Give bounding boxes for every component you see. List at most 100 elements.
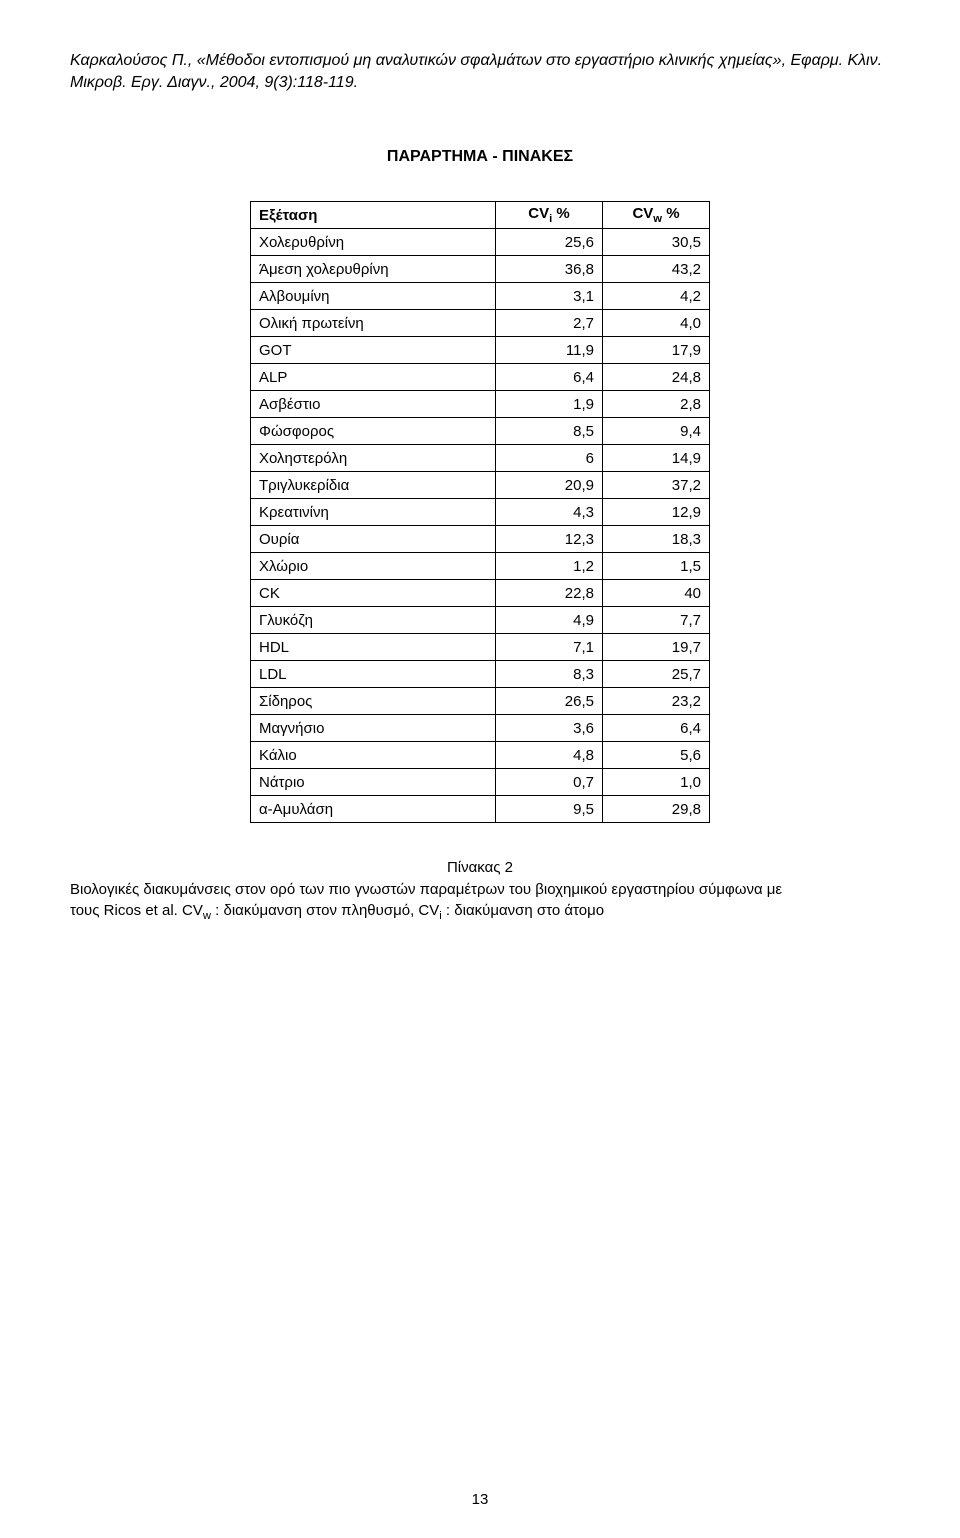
table-row: Αλβουμίνη3,14,2	[251, 283, 710, 310]
cell-cvi: 3,1	[496, 283, 603, 310]
cell-cvw: 14,9	[603, 445, 710, 472]
cell-cvi: 26,5	[496, 688, 603, 715]
cell-cvi: 25,6	[496, 229, 603, 256]
cell-cvw: 29,8	[603, 796, 710, 823]
cell-cvi: 1,9	[496, 391, 603, 418]
cell-cvw: 7,7	[603, 607, 710, 634]
table-row: Χοληστερόλη614,9	[251, 445, 710, 472]
cell-cvw: 1,0	[603, 769, 710, 796]
cell-cvi: 0,7	[496, 769, 603, 796]
cell-cvw: 5,6	[603, 742, 710, 769]
table-caption: Πίνακας 2 Βιολογικές διακυμάνσεις στον ο…	[70, 858, 890, 924]
citation-line2: Μικροβ. Εργ. Διαγν., 2004, 9(3):118-119.	[70, 74, 358, 91]
cell-cvi: 4,3	[496, 499, 603, 526]
cell-cvi: 3,6	[496, 715, 603, 742]
cell-exam: HDL	[251, 634, 496, 661]
table-row: Ασβέστιο1,92,8	[251, 391, 710, 418]
cell-exam: Μαγνήσιο	[251, 715, 496, 742]
table-row: Κρεατινίνη4,312,9	[251, 499, 710, 526]
cell-cvi: 1,2	[496, 553, 603, 580]
table-row: LDL8,325,7	[251, 661, 710, 688]
table-row: Φώσφορος8,59,4	[251, 418, 710, 445]
cell-exam: Νάτριο	[251, 769, 496, 796]
data-table: Εξέταση CVi % CVw % Χολερυθρίνη25,630,5Ά…	[250, 201, 710, 823]
cell-cvi: 2,7	[496, 310, 603, 337]
cell-cvi: 20,9	[496, 472, 603, 499]
table-body: Χολερυθρίνη25,630,5Άμεση χολερυθρίνη36,8…	[251, 229, 710, 823]
citation-line1: Καρκαλούσος Π., «Μέθοδοι εντοπισμού μη α…	[70, 52, 882, 69]
cell-cvw: 30,5	[603, 229, 710, 256]
cell-cvi: 11,9	[496, 337, 603, 364]
cell-cvw: 12,9	[603, 499, 710, 526]
table-row: Ολική πρωτείνη2,74,0	[251, 310, 710, 337]
cell-cvi: 8,5	[496, 418, 603, 445]
cell-exam: Ολική πρωτείνη	[251, 310, 496, 337]
table-row: Ουρία12,318,3	[251, 526, 710, 553]
cell-cvw: 25,7	[603, 661, 710, 688]
page-number: 13	[0, 1491, 960, 1508]
page: Καρκαλούσος Π., «Μέθοδοι εντοπισμού μη α…	[0, 0, 960, 1538]
cell-cvi: 7,1	[496, 634, 603, 661]
cell-cvw: 23,2	[603, 688, 710, 715]
cell-cvi: 4,8	[496, 742, 603, 769]
table-row: Σίδηρος26,523,2	[251, 688, 710, 715]
cell-cvi: 6	[496, 445, 603, 472]
cell-exam: Άμεση χολερυθρίνη	[251, 256, 496, 283]
table-row: GOT11,917,9	[251, 337, 710, 364]
cell-cvw: 4,2	[603, 283, 710, 310]
cell-cvw: 40	[603, 580, 710, 607]
header-col-cvi: CVi %	[496, 202, 603, 229]
cell-cvw: 17,9	[603, 337, 710, 364]
cell-cvi: 22,8	[496, 580, 603, 607]
cell-exam: Χοληστερόλη	[251, 445, 496, 472]
cell-cvi: 12,3	[496, 526, 603, 553]
appendix-title: ΠΑΡΑΡΤΗΜΑ - ΠΙΝΑΚΕΣ	[70, 148, 890, 166]
table-row: Τριγλυκερίδια20,937,2	[251, 472, 710, 499]
cell-exam: α-Αμυλάση	[251, 796, 496, 823]
table-row: Κάλιο4,85,6	[251, 742, 710, 769]
cell-cvw: 9,4	[603, 418, 710, 445]
cell-exam: CK	[251, 580, 496, 607]
cell-cvw: 37,2	[603, 472, 710, 499]
table-row: Χλώριο1,21,5	[251, 553, 710, 580]
cell-exam: Κρεατινίνη	[251, 499, 496, 526]
cell-cvw: 18,3	[603, 526, 710, 553]
header-col-cvw: CVw %	[603, 202, 710, 229]
cell-cvi: 9,5	[496, 796, 603, 823]
cell-exam: LDL	[251, 661, 496, 688]
caption-title: Πίνακας 2	[70, 858, 890, 878]
cell-cvi: 4,9	[496, 607, 603, 634]
cell-cvw: 1,5	[603, 553, 710, 580]
cell-exam: Ουρία	[251, 526, 496, 553]
cell-exam: Γλυκόζη	[251, 607, 496, 634]
cell-cvw: 43,2	[603, 256, 710, 283]
cell-cvw: 2,8	[603, 391, 710, 418]
table-row: Χολερυθρίνη25,630,5	[251, 229, 710, 256]
cell-exam: Σίδηρος	[251, 688, 496, 715]
cell-exam: ALP	[251, 364, 496, 391]
header-col-exam: Εξέταση	[251, 202, 496, 229]
table-row: α-Αμυλάση9,529,8	[251, 796, 710, 823]
cell-exam: Τριγλυκερίδια	[251, 472, 496, 499]
cell-exam: Φώσφορος	[251, 418, 496, 445]
cell-exam: Ασβέστιο	[251, 391, 496, 418]
cell-cvi: 8,3	[496, 661, 603, 688]
citation-block: Καρκαλούσος Π., «Μέθοδοι εντοπισμού μη α…	[70, 50, 890, 93]
table-row: Γλυκόζη4,97,7	[251, 607, 710, 634]
cell-cvi: 6,4	[496, 364, 603, 391]
cell-cvi: 36,8	[496, 256, 603, 283]
cell-exam: Χολερυθρίνη	[251, 229, 496, 256]
table-row: HDL7,119,7	[251, 634, 710, 661]
table-row: Άμεση χολερυθρίνη36,843,2	[251, 256, 710, 283]
table-row: CK22,840	[251, 580, 710, 607]
cell-exam: Αλβουμίνη	[251, 283, 496, 310]
table-row: ALP6,424,8	[251, 364, 710, 391]
table-row: Μαγνήσιο3,66,4	[251, 715, 710, 742]
cell-cvw: 19,7	[603, 634, 710, 661]
table-header-row: Εξέταση CVi % CVw %	[251, 202, 710, 229]
cell-exam: Κάλιο	[251, 742, 496, 769]
table-row: Νάτριο0,71,0	[251, 769, 710, 796]
cell-cvw: 6,4	[603, 715, 710, 742]
cell-cvw: 4,0	[603, 310, 710, 337]
caption-body: Βιολογικές διακυμάνσεις στον ορό των πιο…	[70, 880, 890, 923]
